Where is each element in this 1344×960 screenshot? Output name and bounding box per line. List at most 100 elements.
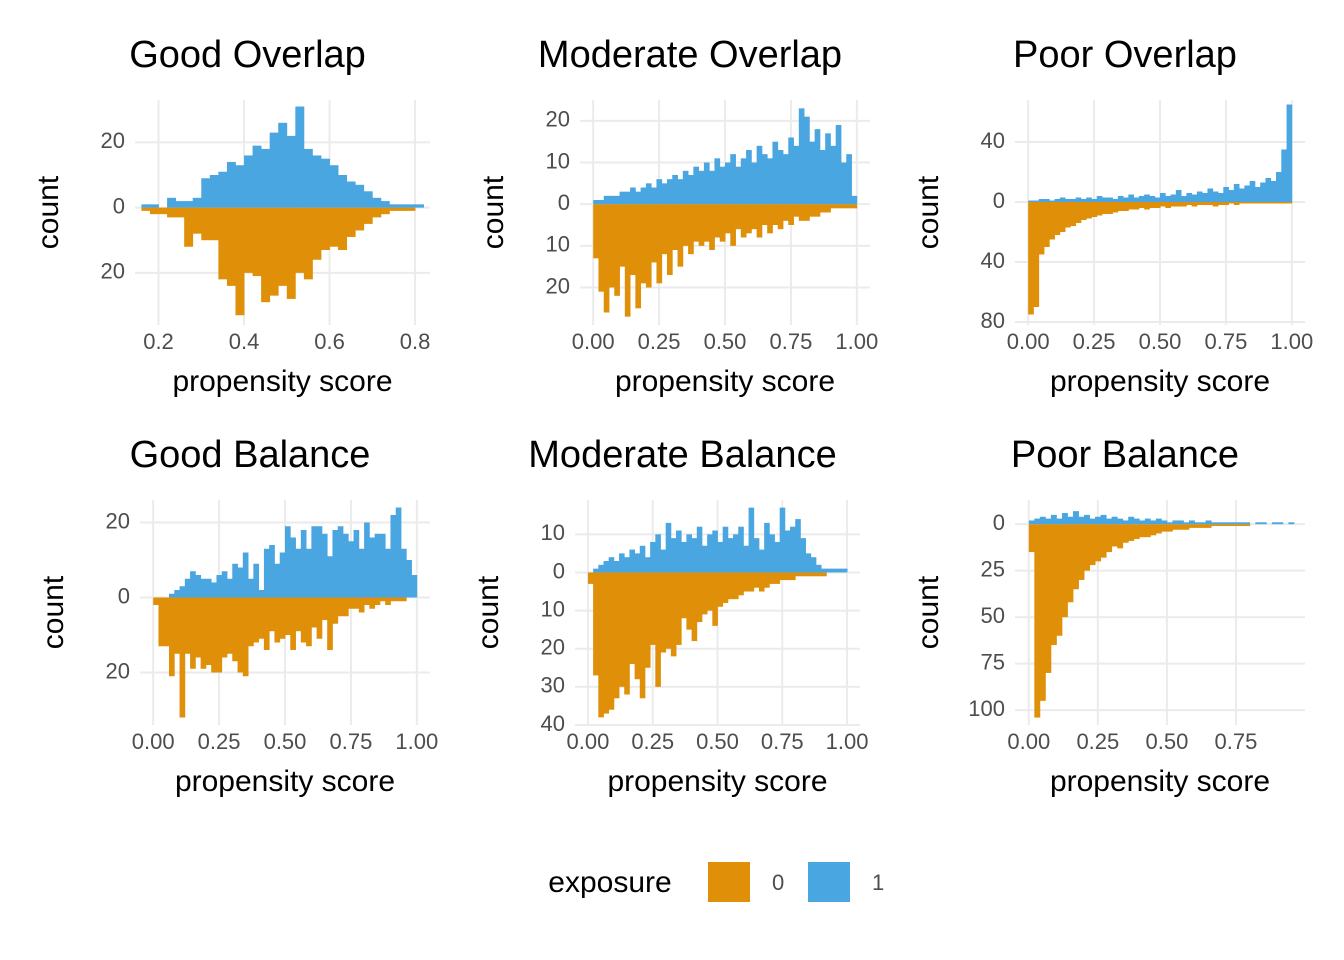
histogram-bar — [1117, 202, 1124, 211]
histogram-bar — [825, 204, 831, 213]
histogram-bar — [1186, 193, 1193, 202]
histogram-bar — [784, 572, 791, 581]
histogram-bar — [703, 162, 710, 205]
histogram-bar — [290, 597, 296, 650]
histogram-bar — [1175, 190, 1182, 202]
histogram-bar — [1033, 200, 1040, 202]
histogram-bar — [1260, 182, 1266, 202]
histogram-bar — [175, 207, 185, 218]
histogram-bar — [1165, 202, 1171, 208]
histogram-bar — [640, 204, 647, 284]
histogram-bar — [415, 204, 424, 208]
histogram-bar — [603, 572, 610, 714]
histogram-bar — [624, 204, 631, 317]
histogram-bar — [1244, 202, 1251, 204]
y-axis-label: count — [477, 175, 510, 249]
histogram-bar — [830, 145, 837, 205]
histogram-bar — [363, 207, 373, 224]
histogram-bar — [624, 557, 630, 573]
histogram-bar — [244, 155, 253, 208]
histogram-bar — [1200, 524, 1206, 528]
histogram-bar — [1207, 188, 1214, 202]
histogram-bar — [1212, 191, 1219, 202]
histogram-bar — [730, 154, 736, 205]
histogram-bar — [348, 541, 354, 598]
histogram-bar — [672, 175, 678, 205]
histogram-bar — [693, 204, 700, 242]
histogram-bar — [1276, 172, 1282, 202]
histogram-bar — [644, 557, 651, 573]
histogram-bar — [1117, 524, 1124, 549]
y-tick-label: 100 — [968, 696, 1005, 721]
histogram-bar — [167, 207, 177, 218]
histogram-bar — [1089, 518, 1096, 525]
histogram-bar — [1065, 199, 1071, 202]
histogram-bar — [800, 572, 806, 577]
chart-title: Good Overlap — [129, 34, 366, 76]
histogram-bar — [274, 597, 281, 643]
y-tick-label: 20 — [546, 107, 570, 132]
histogram-bar — [205, 597, 212, 665]
histogram-bar — [201, 207, 211, 241]
histogram-bar — [630, 187, 636, 205]
histogram-bar — [279, 552, 286, 598]
histogram-bar — [163, 597, 170, 647]
histogram-bar — [810, 572, 817, 577]
y-axis-label: count — [472, 575, 505, 649]
histogram-bar — [295, 207, 305, 273]
histogram-bar — [841, 162, 847, 205]
histogram-bar — [1054, 199, 1061, 202]
histogram-bar — [1070, 202, 1077, 226]
histogram-bar — [774, 572, 781, 584]
histogram-bar — [348, 597, 354, 609]
histogram-bar — [1228, 202, 1235, 204]
histogram-bar — [237, 567, 244, 598]
histogram-bar — [1286, 202, 1293, 204]
histogram-bar — [1106, 524, 1113, 553]
histogram-bar — [1218, 193, 1224, 202]
histogram-bar — [1061, 524, 1068, 618]
histogram-bar — [184, 578, 191, 598]
histogram-bar — [1133, 524, 1140, 540]
histogram-bar — [1049, 202, 1055, 240]
histogram-bar — [201, 178, 211, 208]
histogram-bar — [1177, 520, 1184, 525]
histogram-bar — [364, 597, 370, 605]
histogram-bar — [630, 204, 636, 275]
histogram-bar — [691, 572, 698, 642]
histogram-bar — [624, 572, 630, 695]
histogram-bar — [406, 207, 416, 211]
histogram-bar — [1170, 194, 1177, 202]
histogram-bar — [609, 204, 615, 288]
histogram-bar — [788, 137, 794, 205]
histogram-bar — [756, 204, 763, 238]
histogram-bar — [1038, 202, 1045, 255]
histogram-bar — [1181, 196, 1187, 202]
y-tick-label: 40 — [981, 128, 1005, 153]
y-tick-label: 10 — [546, 148, 570, 173]
histogram-bar — [629, 572, 635, 664]
histogram-bar — [1128, 194, 1135, 202]
histogram-bar — [1172, 520, 1179, 525]
histogram-bar — [1039, 524, 1046, 701]
histogram-bar — [338, 175, 348, 208]
histogram-bar — [311, 526, 318, 598]
histogram-bar — [677, 204, 684, 267]
histogram-bar — [727, 572, 734, 600]
histogram-bar — [338, 207, 348, 250]
histogram-bar — [1091, 202, 1098, 217]
histogram-bar — [175, 201, 185, 208]
histogram-bar — [746, 204, 752, 234]
histogram-bar — [1045, 518, 1052, 525]
histogram-bar — [779, 507, 786, 573]
y-axis-label: count — [37, 575, 70, 649]
histogram-bar — [295, 597, 302, 632]
histogram-bar — [1075, 197, 1082, 202]
histogram-bar — [819, 150, 826, 205]
histogram-bar — [316, 526, 323, 598]
histogram-bar — [1233, 522, 1240, 525]
histogram-bar — [1080, 202, 1087, 220]
histogram-bar — [788, 204, 794, 225]
histogram-bar — [235, 165, 245, 208]
histogram-bar — [681, 541, 687, 573]
